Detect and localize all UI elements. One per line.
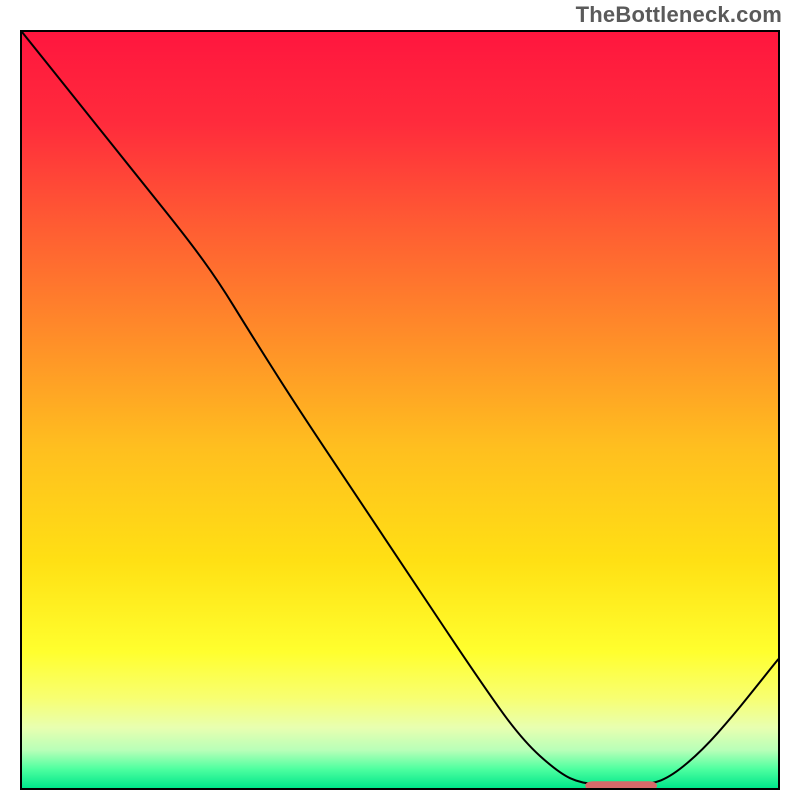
figure-root: TheBottleneck.com: [0, 0, 800, 800]
watermark-text: TheBottleneck.com: [576, 2, 782, 28]
gradient-background: [22, 32, 778, 788]
optimal-marker: [585, 781, 657, 788]
chart-svg: [22, 32, 778, 788]
bottleneck-chart: [20, 30, 780, 790]
